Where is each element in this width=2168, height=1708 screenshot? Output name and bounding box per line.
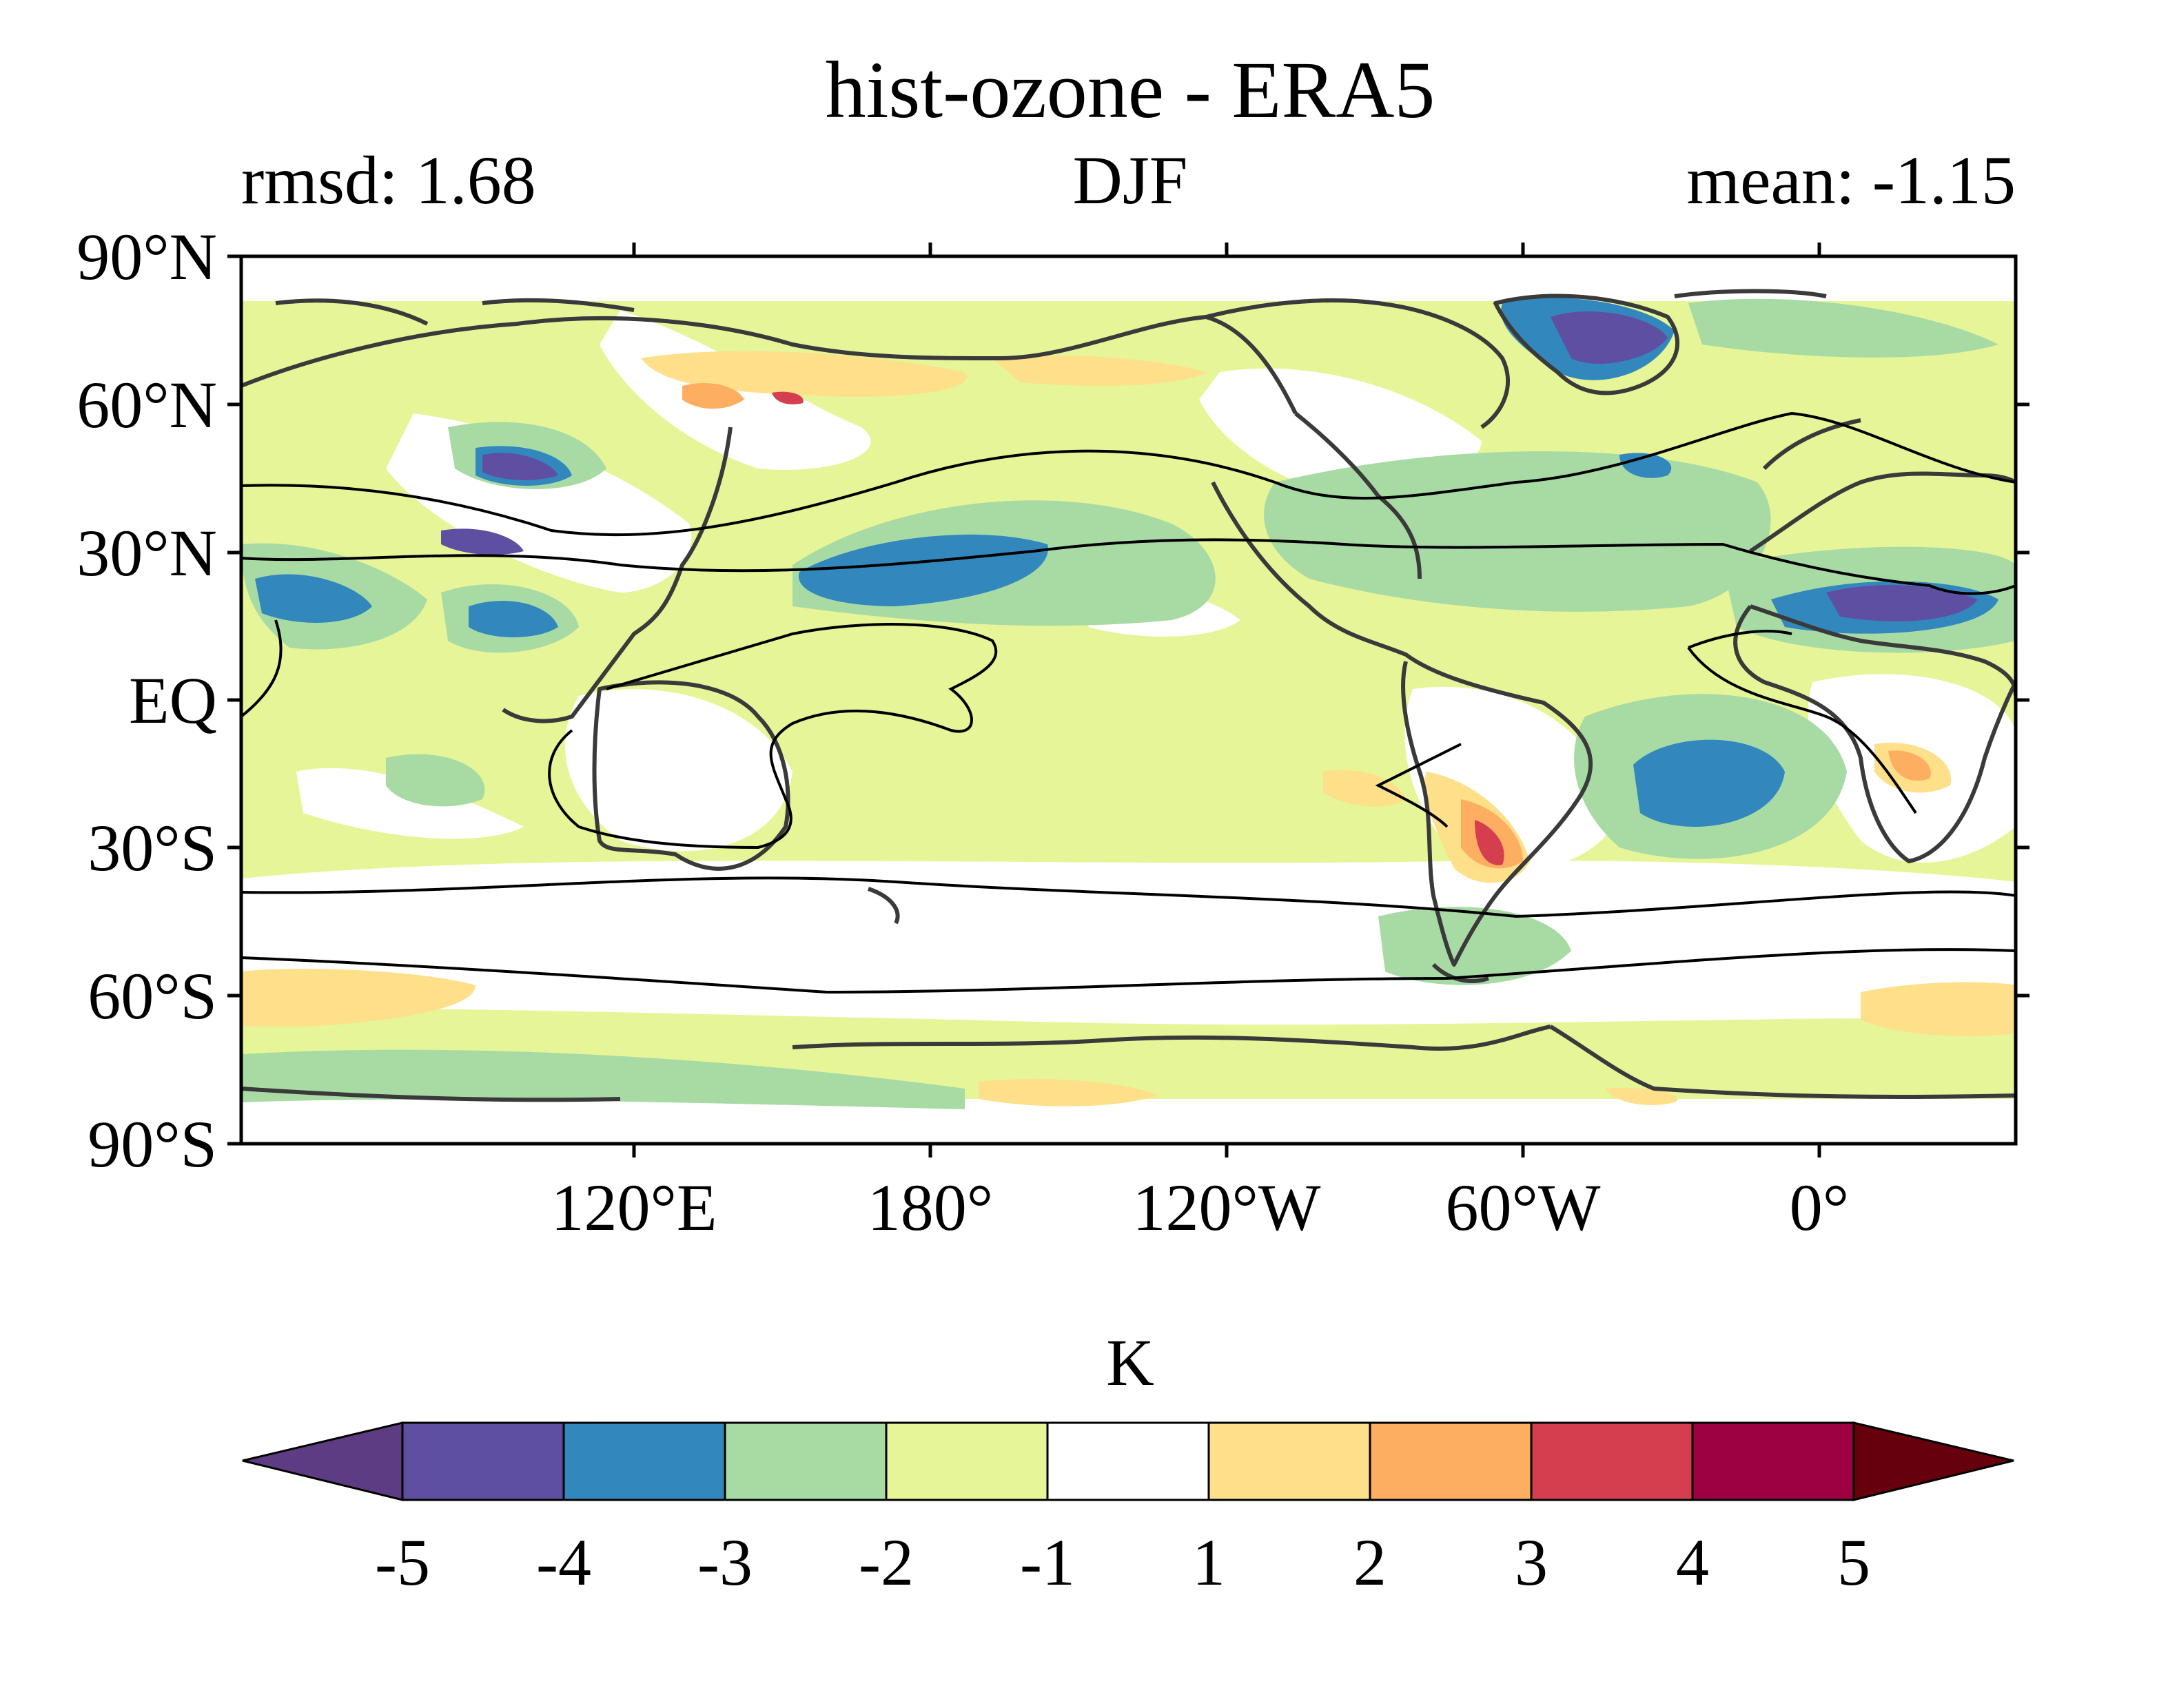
colorbar-bins — [401, 1421, 1855, 1501]
latitude-labels: 90°N 60°N 30°N EQ 30°S 60°S 90°S — [76, 220, 217, 1181]
rmsd-label: rmsd: 1.68 — [241, 142, 536, 218]
colorbar-tick-label: 4 — [1676, 1525, 1709, 1599]
colorbar-bin — [1046, 1421, 1210, 1501]
colorbar-tick-label: 5 — [1837, 1525, 1870, 1599]
lon-label-180: 180° — [868, 1171, 993, 1244]
figure-title: hist-ozone - ERA5 — [826, 45, 1435, 135]
season-label: DJF — [1073, 142, 1188, 218]
lat-label-30n: 30°N — [76, 516, 217, 590]
plus-3-to-plus-4-regions — [772, 391, 1504, 865]
lon-label-120w: 120°W — [1133, 1171, 1321, 1244]
colorbar-bin — [562, 1421, 726, 1501]
colorbar-bin — [1691, 1421, 1855, 1501]
model-contours — [241, 411, 2016, 994]
lat-label-30s: 30°S — [88, 811, 217, 885]
lon-label-120e: 120°E — [551, 1171, 717, 1244]
colorbar-tick-label: -5 — [375, 1525, 430, 1599]
plus-1-to-plus-2-regions — [241, 351, 2016, 1107]
lat-label-60s: 60°S — [88, 959, 217, 1033]
lat-label-60n: 60°N — [76, 368, 217, 442]
lon-label-0: 0° — [1790, 1171, 1849, 1244]
colorbar-upper-extension — [1852, 1421, 2014, 1501]
lat-label-90n: 90°N — [76, 220, 217, 294]
colorbar-bin — [1207, 1421, 1371, 1501]
colorbar-bin — [885, 1421, 1049, 1501]
colorbar-tick-label: -3 — [697, 1525, 753, 1599]
colorbar: K -5 -4 -3 -2 -1 1 2 3 4 5 — [242, 1326, 2014, 1599]
lat-label-eq: EQ — [129, 663, 217, 737]
colorbar-bin — [401, 1421, 565, 1501]
minus-4-to-minus-5-regions — [441, 311, 1978, 621]
colorbar-tick-labels: -5 -4 -3 -2 -1 1 2 3 4 5 — [375, 1525, 1870, 1599]
lon-label-60w: 60°W — [1446, 1171, 1601, 1244]
colorbar-tick-label: -1 — [1020, 1525, 1075, 1599]
colorbar-tick-label: 1 — [1192, 1525, 1225, 1599]
colorbar-tick-label: -4 — [536, 1525, 591, 1599]
colorbar-bin — [1530, 1421, 1694, 1501]
axis-ticks — [227, 243, 2029, 1157]
colorbar-tick-label: 2 — [1353, 1525, 1387, 1599]
colorbar-tick-label: 3 — [1515, 1525, 1548, 1599]
colorbar-lower-extension — [242, 1421, 404, 1501]
colorbar-bin — [1369, 1421, 1533, 1501]
map-plot — [241, 256, 2016, 1144]
colorbar-units-label: K — [1106, 1326, 1154, 1399]
longitude-labels: 120°E 180° 120°W 60°W 0° — [551, 1171, 1849, 1244]
colorbar-tick-label: -2 — [859, 1525, 914, 1599]
coastlines — [241, 289, 2016, 1102]
lat-label-90s: 90°S — [88, 1107, 217, 1181]
colorbar-bin — [724, 1421, 888, 1501]
mean-label: mean: -1.15 — [1686, 142, 2016, 218]
